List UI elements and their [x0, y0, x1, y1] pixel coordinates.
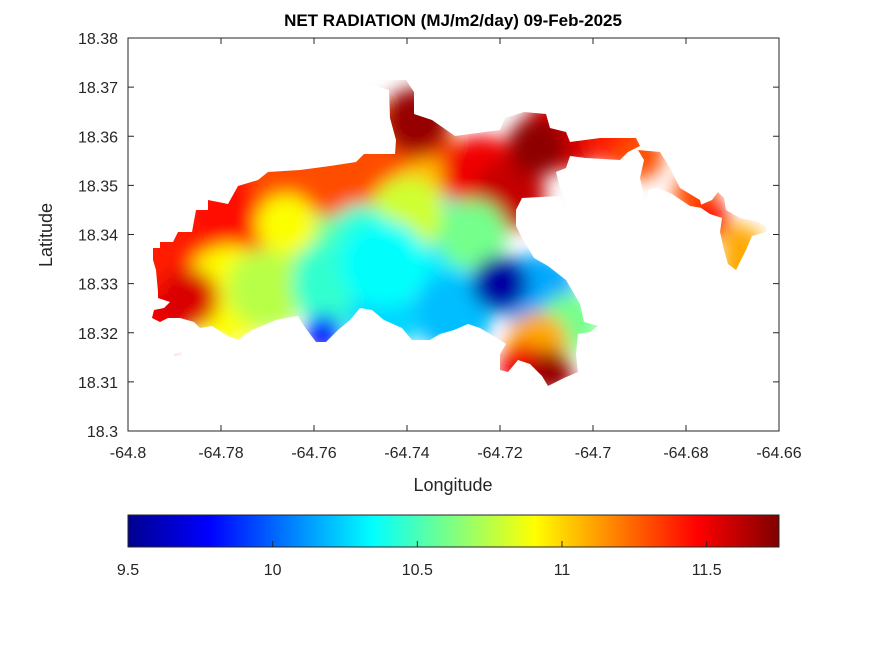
y-tick-label: 18.38	[78, 31, 118, 48]
x-tick-label: -64.76	[291, 445, 336, 462]
colorbar-tick-label: 11	[554, 562, 571, 579]
x-axis: -64.8 -64.78 -64.76 -64.74 -64.72 -64.7 -64.68…	[110, 38, 802, 462]
y-tick-label: 18.32	[78, 326, 118, 343]
y-axis: 18.3 18.31 18.32 18.33 18.34 18.35 18.36 18.37 1…	[78, 31, 779, 441]
y-tick-label: 18.3	[87, 424, 118, 441]
heat-zone-central-cool	[339, 219, 428, 308]
x-axis-label: Longitude	[413, 475, 492, 495]
colorbar-tick-label: 10	[264, 562, 282, 579]
x-tick-label: -64.7	[575, 445, 612, 462]
y-tick-label: 18.31	[78, 375, 118, 392]
y-axis-label: Latitude	[36, 203, 56, 267]
colorbar-ticks: 9.5 10 10.5 11 11.5	[117, 541, 722, 579]
heat-blob	[256, 194, 317, 255]
colorbar-tick-label: 9.5	[117, 562, 139, 579]
y-tick-label: 18.35	[78, 178, 118, 195]
colorbar: 9.5 10 10.5 11 11.5	[117, 514, 780, 579]
colorbar-gradient	[128, 515, 779, 547]
heat-blob	[437, 199, 508, 270]
x-tick-label: -64.66	[756, 445, 801, 462]
x-tick-label: -64.74	[384, 445, 429, 462]
y-tick-label: 18.37	[78, 80, 118, 97]
y-tick-label: 18.34	[78, 228, 118, 245]
y-tick-label: 18.33	[78, 277, 118, 294]
colorbar-tick-label: 10.5	[402, 562, 433, 579]
x-tick-label: -64.72	[477, 445, 522, 462]
colorbar-frame	[127, 514, 780, 548]
plot-area	[127, 37, 780, 432]
colorbar-tick-label: 11.5	[692, 562, 722, 579]
x-tick-label: -64.78	[198, 445, 243, 462]
x-tick-label: -64.8	[110, 445, 147, 462]
chart-title: NET RADIATION (MJ/m2/day) 09-Feb-2025	[284, 11, 622, 30]
heat-zone-northeast-ridge	[507, 116, 568, 177]
y-tick-label: 18.36	[78, 129, 118, 146]
heat-zone-east-minimum	[472, 255, 528, 312]
heat-zone-west-hot	[158, 268, 219, 329]
x-tick-label: -64.68	[663, 445, 708, 462]
heat-blob	[227, 248, 308, 329]
